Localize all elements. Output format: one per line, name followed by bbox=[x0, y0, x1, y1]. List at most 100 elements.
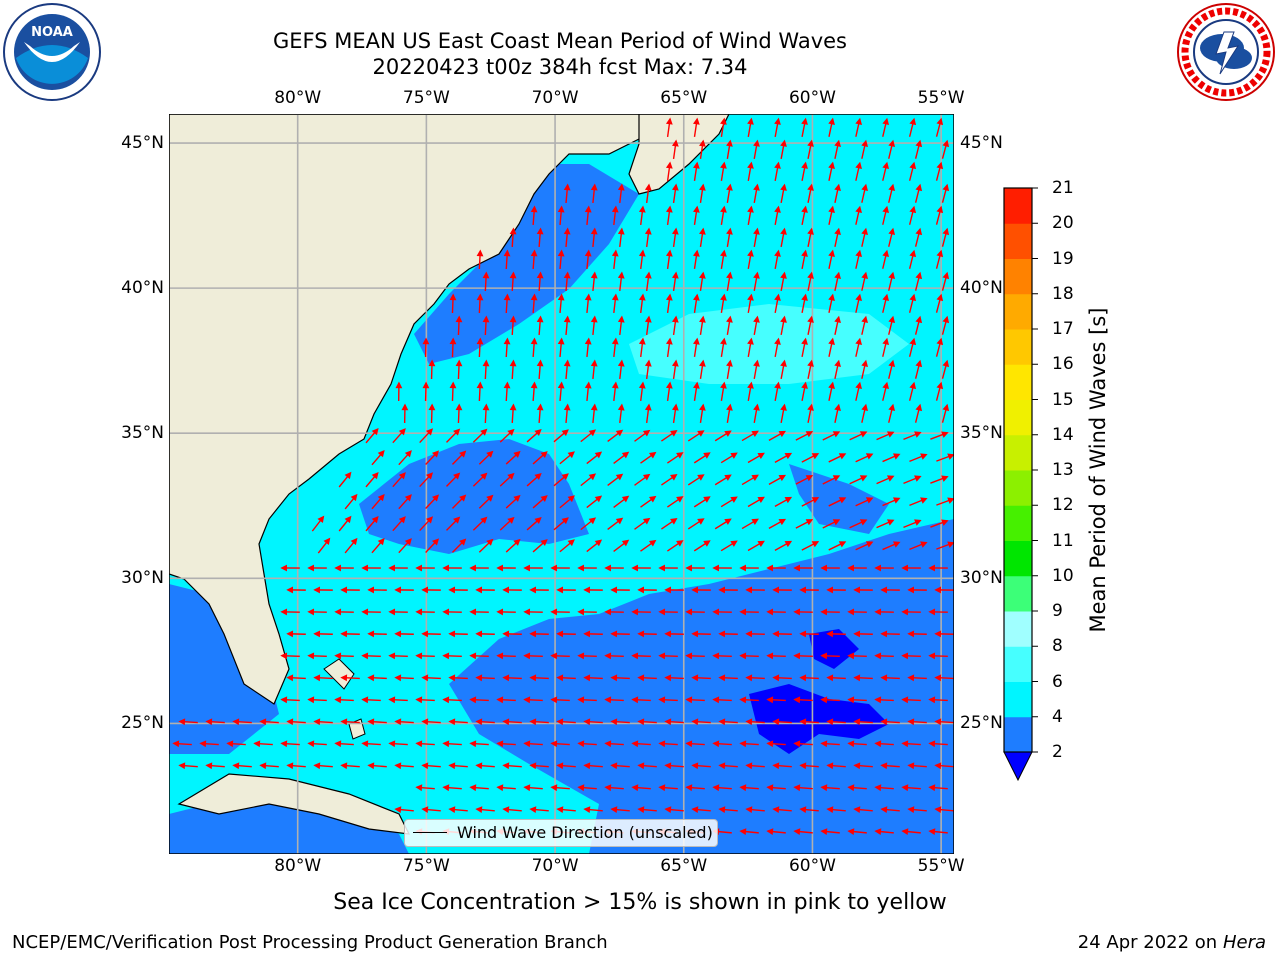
wave-arrow-head bbox=[886, 475, 895, 482]
lon-tick-label-bottom: 75°W bbox=[402, 856, 450, 876]
colorbar-segment bbox=[1004, 223, 1032, 259]
wave-arrow-head bbox=[334, 564, 341, 572]
wave-arrow-head bbox=[665, 337, 673, 345]
wave-arrow-head bbox=[534, 517, 542, 525]
wave-arrow-head bbox=[394, 630, 402, 638]
wave-arrow-head bbox=[563, 403, 571, 411]
wave-arrow-head bbox=[699, 359, 706, 367]
wave-arrow-head bbox=[280, 652, 288, 660]
wave-arrow-head bbox=[421, 806, 429, 814]
wave-arrow-head bbox=[394, 674, 402, 682]
wave-arrow-head bbox=[286, 718, 294, 726]
wave-arrow-head bbox=[670, 430, 678, 437]
wave-arrow-head bbox=[475, 586, 483, 594]
wave-arrow-head bbox=[693, 293, 700, 301]
wave-arrow-head bbox=[909, 117, 917, 126]
wave-arrow-head bbox=[826, 806, 834, 814]
wave-arrow-head bbox=[503, 381, 511, 389]
wave-arrow-head bbox=[637, 674, 645, 682]
wave-arrow-head bbox=[834, 227, 841, 235]
wave-arrow-head bbox=[340, 586, 348, 594]
wave-arrow-head bbox=[496, 608, 504, 616]
wave-arrow-head bbox=[448, 718, 456, 726]
wave-arrow-head bbox=[394, 806, 402, 814]
wave-arrow-head bbox=[509, 359, 517, 367]
wave-arrow-head bbox=[421, 718, 429, 726]
wave-arrow-head bbox=[350, 493, 358, 502]
wave-arrow-head bbox=[907, 718, 915, 726]
wave-arrow-head bbox=[772, 762, 780, 770]
wave-arrow-head bbox=[820, 652, 828, 660]
wave-arrow-head bbox=[344, 471, 352, 480]
wave-arrow-head bbox=[882, 293, 890, 302]
wave-arrow-head bbox=[307, 696, 315, 704]
wave-arrow-head bbox=[530, 293, 538, 301]
wave-arrow-head bbox=[563, 183, 571, 191]
wave-arrow-head bbox=[611, 381, 619, 389]
wave-arrow-head bbox=[784, 496, 793, 504]
wave-arrow-head bbox=[820, 828, 828, 836]
wave-arrow-head bbox=[615, 517, 624, 525]
wave-arrow-head bbox=[751, 518, 759, 525]
wave-arrow-head bbox=[502, 718, 510, 726]
wave-arrow-head bbox=[178, 762, 186, 770]
wave-arrow-head bbox=[685, 740, 693, 748]
wave-arrow-head bbox=[739, 564, 746, 572]
wave-arrow-head bbox=[567, 539, 575, 547]
wave-arrow-head bbox=[772, 806, 780, 814]
wave-arrow-head bbox=[540, 451, 548, 459]
wave-arrow-head bbox=[556, 718, 564, 726]
wave-arrow-head bbox=[861, 359, 868, 367]
wave-arrow-head bbox=[577, 784, 585, 792]
chart-title: GEFS MEAN US East Coast Mean Period of W… bbox=[273, 29, 847, 53]
wave-arrow-head bbox=[556, 630, 564, 638]
wave-arrow-head bbox=[699, 139, 706, 147]
wave-arrow-head bbox=[534, 429, 542, 437]
wave-arrow-head bbox=[178, 718, 186, 726]
wave-arrow-head bbox=[801, 249, 808, 257]
wave-arrow-head bbox=[631, 652, 639, 660]
wave-arrow-head bbox=[469, 696, 477, 704]
wave-arrow-head bbox=[793, 564, 800, 572]
wave-arrow-head bbox=[685, 564, 692, 572]
wave-arrow-head bbox=[583, 586, 591, 594]
wave-arrow-head bbox=[915, 183, 923, 192]
wave-arrow-head bbox=[415, 740, 423, 748]
nws-logo bbox=[1176, 2, 1276, 102]
wave-arrow-head bbox=[826, 718, 834, 726]
wave-arrow-head bbox=[855, 249, 862, 257]
wave-arrow-head bbox=[317, 515, 325, 524]
wave-arrow-head bbox=[286, 586, 294, 594]
wave-arrow-head bbox=[780, 183, 787, 191]
wave-arrow-head bbox=[584, 337, 592, 345]
wave-arrow-head bbox=[529, 718, 537, 726]
wave-arrow-head bbox=[583, 674, 591, 682]
wave-arrow-head bbox=[530, 205, 538, 213]
wave-arrow-head bbox=[780, 403, 787, 411]
wave-arrow-head bbox=[431, 538, 440, 546]
wave-arrow-head bbox=[523, 784, 531, 792]
wave-arrow-head bbox=[893, 541, 901, 548]
wave-arrow-head bbox=[496, 740, 504, 748]
wave-arrow-head bbox=[855, 205, 862, 213]
wave-arrow-head bbox=[631, 784, 639, 792]
wave-arrow-head bbox=[909, 337, 917, 346]
wave-arrow-head bbox=[476, 293, 484, 301]
wave-arrow-head bbox=[658, 696, 666, 704]
wave-arrow-head bbox=[604, 564, 611, 572]
wave-arrow-head bbox=[442, 696, 450, 704]
wave-arrow-head bbox=[718, 586, 726, 594]
wave-arrow-head bbox=[449, 381, 457, 389]
wave-arrow-head bbox=[882, 381, 890, 390]
wave-arrow-head bbox=[665, 161, 673, 169]
colorbar-segment bbox=[1004, 505, 1032, 541]
wave-arrow-head bbox=[475, 718, 483, 726]
wave-arrow-head bbox=[361, 696, 369, 704]
wave-arrow-head bbox=[685, 696, 693, 704]
wave-arrow-head bbox=[205, 762, 213, 770]
wave-arrow-head bbox=[556, 674, 564, 682]
wave-arrow-head bbox=[861, 227, 868, 235]
wave-arrow-head bbox=[753, 183, 760, 191]
wave-arrow-head bbox=[811, 453, 820, 460]
wave-arrow-head bbox=[590, 359, 598, 367]
